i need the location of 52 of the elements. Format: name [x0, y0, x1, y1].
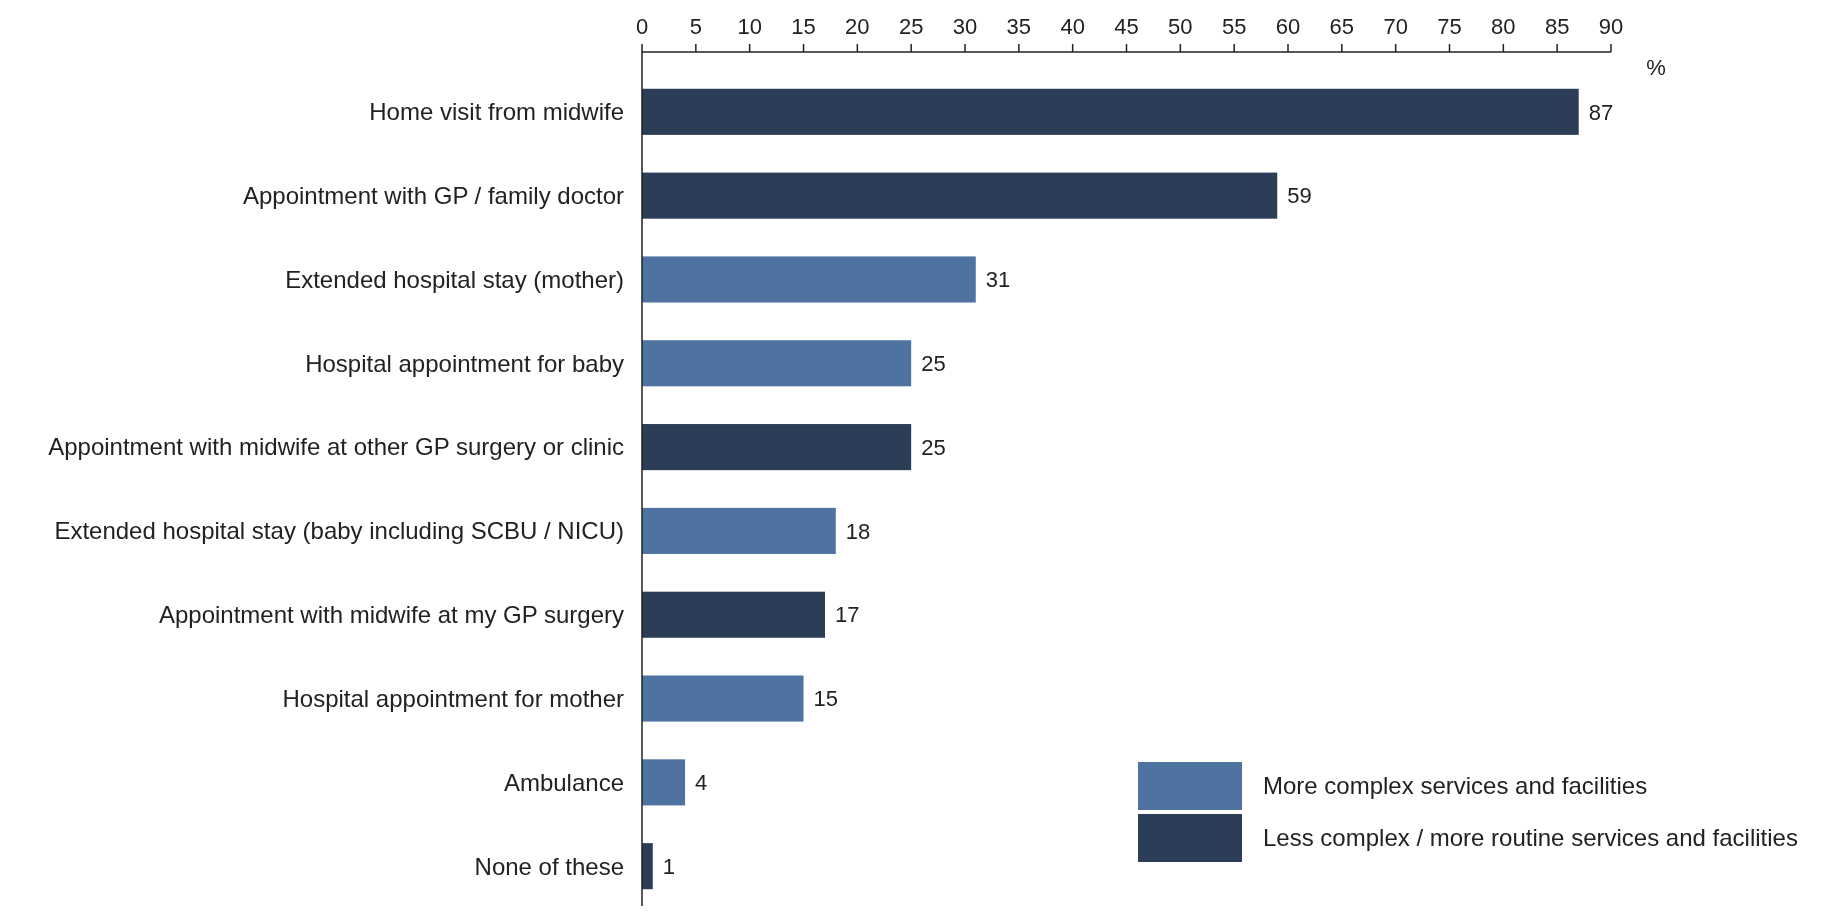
bar: [642, 675, 804, 722]
bar: [642, 88, 1579, 135]
legend-label: Less complex / more routine services and facilities: [1263, 824, 1798, 852]
y-tick-label: Home visit from midwife: [369, 98, 624, 126]
x-tick-label: 50: [1168, 14, 1193, 39]
data-label: 1: [662, 853, 676, 879]
bar: [642, 424, 912, 471]
bar: [642, 256, 976, 303]
x-tick-label: 75: [1437, 14, 1462, 39]
x-axis-title: %: [1646, 54, 1666, 80]
data-label: 4: [695, 770, 708, 796]
x-tick-label: 60: [1275, 14, 1301, 39]
data-label: 25: [921, 350, 946, 376]
y-tick-label: Extended hospital stay (mother): [285, 265, 624, 293]
bar: [642, 759, 686, 806]
x-tick-label: 70: [1383, 14, 1408, 39]
x-tick-label: 55: [1221, 14, 1247, 39]
x-tick-label: 35: [1006, 14, 1032, 39]
x-tick-label: 65: [1329, 14, 1355, 39]
y-tick-label: Hospital appointment for baby: [305, 349, 624, 377]
x-tick-label: 45: [1114, 14, 1139, 39]
data-label: 87: [1588, 99, 1614, 125]
data-label: 15: [813, 686, 838, 712]
x-tick-label: 15: [791, 14, 816, 39]
y-tick-label: Appointment with midwife at other GP surgery or clinic: [48, 433, 624, 461]
x-tick-label: 5: [689, 14, 702, 39]
y-tick-label: Appointment with GP / family doctor: [242, 182, 624, 210]
x-tick-label: 10: [737, 14, 762, 39]
data-label: 31: [985, 267, 1011, 293]
x-tick-label: 30: [952, 14, 978, 39]
y-tick-label: None of these: [474, 852, 624, 880]
x-tick-label: 40: [1060, 14, 1085, 39]
y-tick-label: Extended hospital stay (baby including SCBU / NICU): [54, 517, 624, 545]
x-tick-label: 85: [1544, 14, 1570, 39]
y-tick-label: Ambulance: [503, 768, 624, 796]
data-label: 59: [1287, 183, 1312, 209]
data-label: 25: [921, 434, 946, 460]
x-tick-label: 25: [898, 14, 924, 39]
bar: [642, 340, 912, 387]
y-tick-label: Hospital appointment for mother: [282, 684, 624, 712]
x-tick-label: 80: [1491, 14, 1516, 39]
data-label: 17: [835, 602, 860, 628]
bar: [642, 172, 1278, 219]
x-tick-label: 90: [1598, 14, 1624, 39]
legend-label: More complex services and facilities: [1263, 772, 1648, 800]
y-tick-label: Appointment with midwife at my GP surgery: [158, 601, 624, 629]
bar: [642, 843, 653, 890]
bar: [642, 591, 826, 638]
bar: [642, 507, 836, 554]
x-tick-label: 20: [845, 14, 870, 39]
x-tick-label: 0: [635, 14, 649, 39]
data-label: 18: [845, 518, 871, 544]
